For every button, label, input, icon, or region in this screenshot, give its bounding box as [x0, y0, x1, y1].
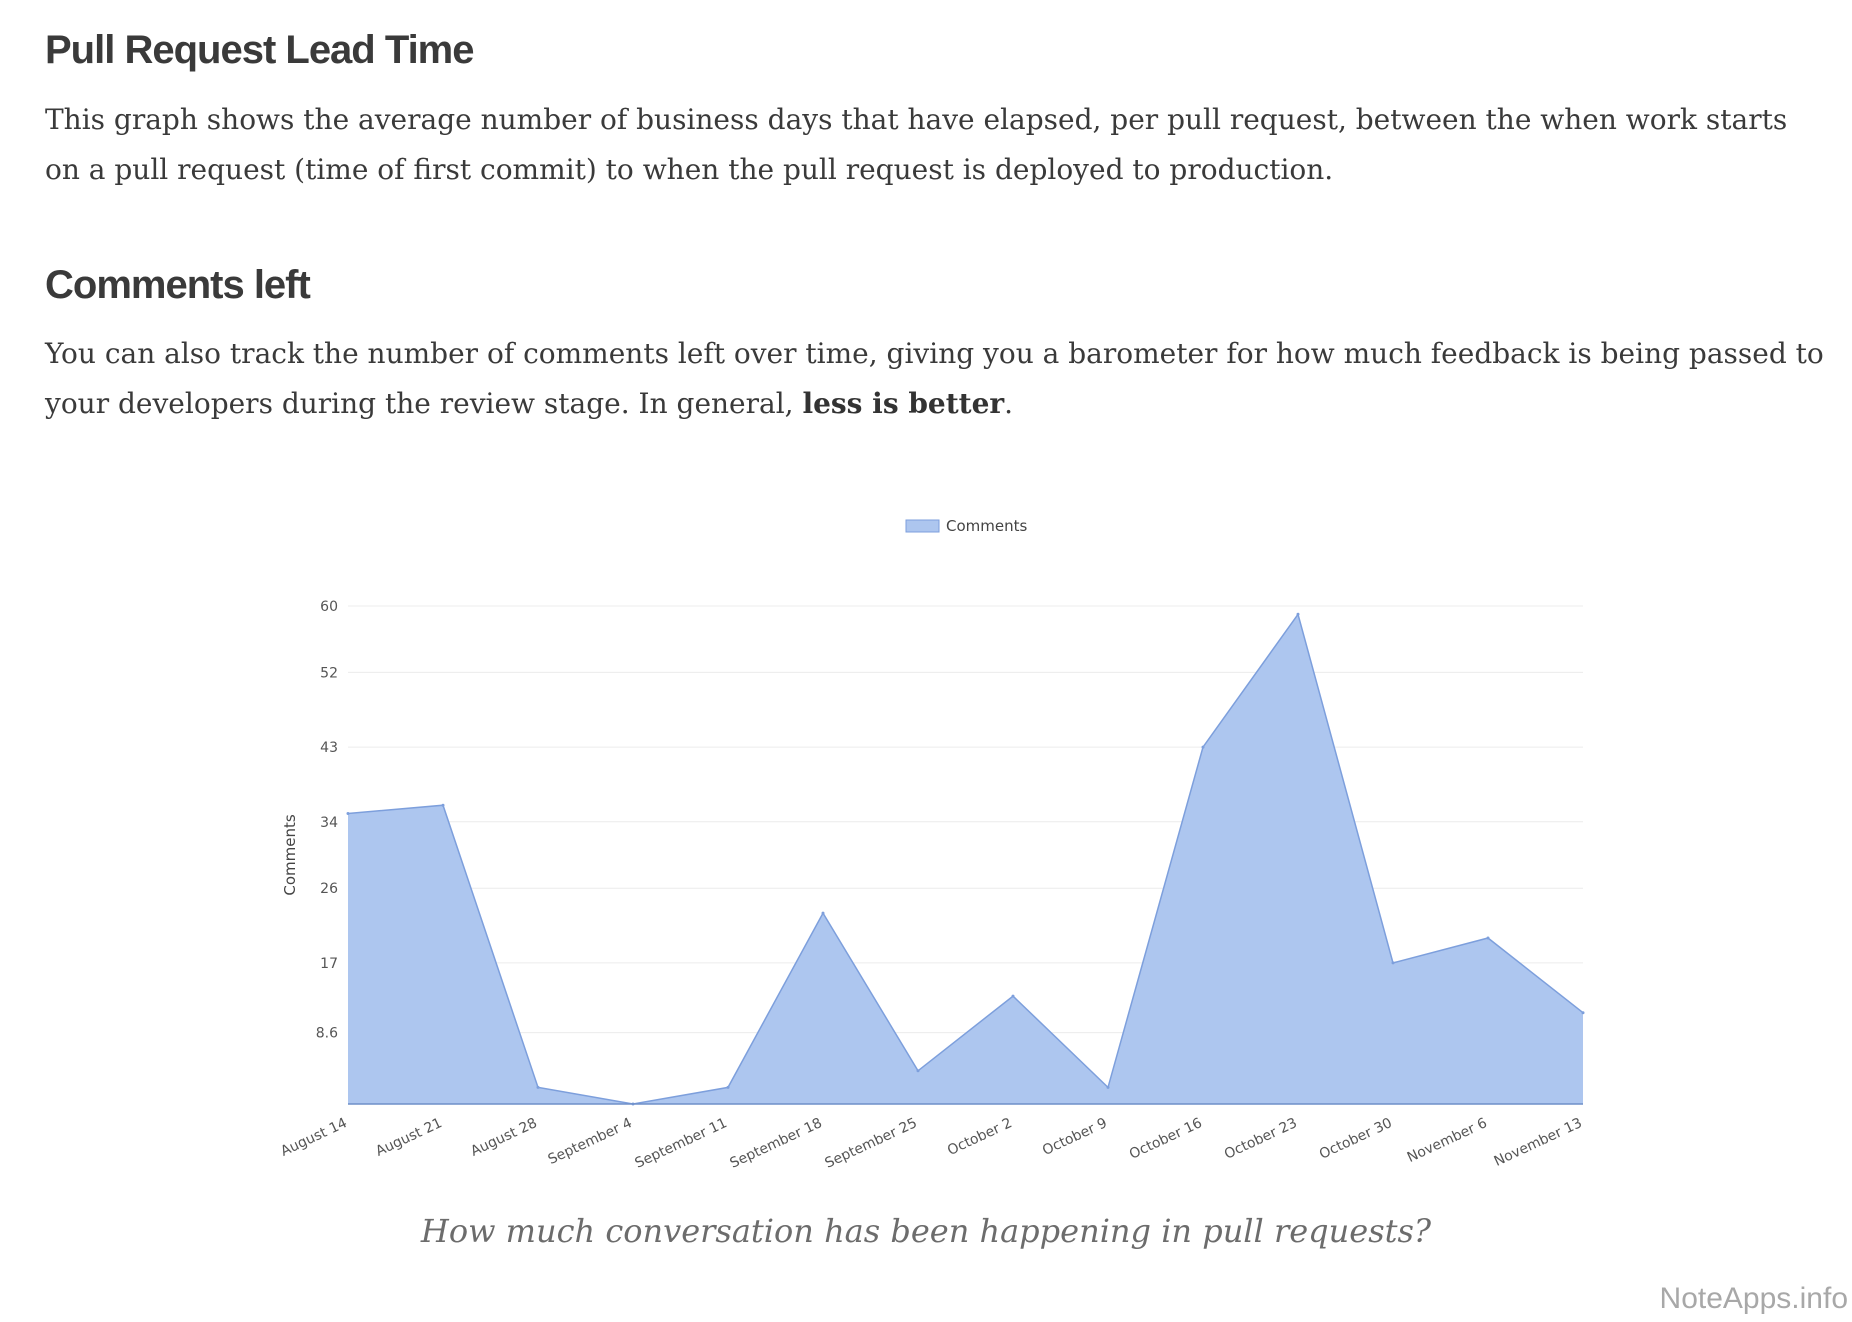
x-tick-label: August 14 — [278, 1115, 349, 1160]
data-point — [1581, 1011, 1585, 1015]
y-tick-label: 60 — [320, 599, 338, 615]
x-tick-label: October 23 — [1222, 1115, 1300, 1163]
data-point — [441, 803, 445, 807]
series-area-comments — [348, 614, 1583, 1104]
x-tick-label: September 18 — [728, 1115, 825, 1172]
data-point — [916, 1069, 920, 1073]
chart-series — [346, 612, 1585, 1106]
x-tick-label: November 6 — [1405, 1115, 1490, 1166]
legend-swatch — [905, 519, 940, 533]
data-point — [821, 911, 825, 915]
data-point — [536, 1085, 540, 1089]
data-point — [1391, 961, 1395, 965]
y-tick-label: 43 — [320, 740, 338, 756]
chart-legend: Comments — [905, 517, 1027, 535]
lead-time-description: This graph shows the average number of b… — [45, 103, 1788, 186]
data-point — [1106, 1085, 1110, 1089]
data-point — [1296, 612, 1300, 616]
legend-label: Comments — [946, 517, 1027, 535]
x-tick-label: November 13 — [1492, 1115, 1585, 1170]
x-tick-label: September 4 — [546, 1115, 635, 1168]
x-tick-label: August 28 — [468, 1115, 539, 1160]
x-tick-label: October 9 — [1040, 1115, 1110, 1159]
y-tick-label: 17 — [320, 956, 338, 972]
series-line-comments — [347, 612, 1584, 1105]
chart-caption: How much conversation has been happening… — [420, 1212, 1432, 1250]
x-axis-ticks: August 14 August 21 August 28 September 4Se… — [278, 1115, 1584, 1172]
comments-description: You can also track the number of comment… — [45, 329, 1825, 429]
x-tick-label: September 25 — [823, 1115, 920, 1172]
y-tick-label: 26 — [320, 881, 338, 897]
y-axis-title: Comments — [281, 814, 299, 895]
section-title-lead-time: Pull Request Lead Time — [45, 28, 474, 72]
data-point — [1011, 994, 1015, 998]
y-tick-label: 52 — [320, 665, 338, 681]
x-tick-label: October 16 — [1127, 1115, 1205, 1163]
data-point — [1201, 745, 1205, 749]
data-point — [726, 1085, 730, 1089]
watermark: NoteApps.info — [1659, 1282, 1848, 1315]
comments-description-text: You can also track the number of comment… — [45, 337, 1824, 420]
x-tick-label: September 11 — [633, 1115, 730, 1172]
y-tick-label: 8.6 — [316, 1026, 338, 1042]
section-title-comments: Comments left — [45, 263, 311, 307]
data-point — [346, 812, 350, 815]
x-tick-label: October 2 — [945, 1115, 1015, 1159]
y-tick-label: 34 — [320, 815, 338, 831]
data-point — [1486, 936, 1490, 940]
comments-description-end: . — [1004, 387, 1014, 420]
y-axis-ticks: 8.6 17 26 34 43 52 60 — [316, 599, 338, 1042]
x-tick-label: August 21 — [373, 1115, 444, 1160]
comments-chart: Comments 8.6 17 26 34 43 52 60 Comments August… — [278, 517, 1585, 1172]
x-tick-label: October 30 — [1317, 1115, 1395, 1163]
comments-description-emphasis: less is better — [802, 387, 1005, 420]
